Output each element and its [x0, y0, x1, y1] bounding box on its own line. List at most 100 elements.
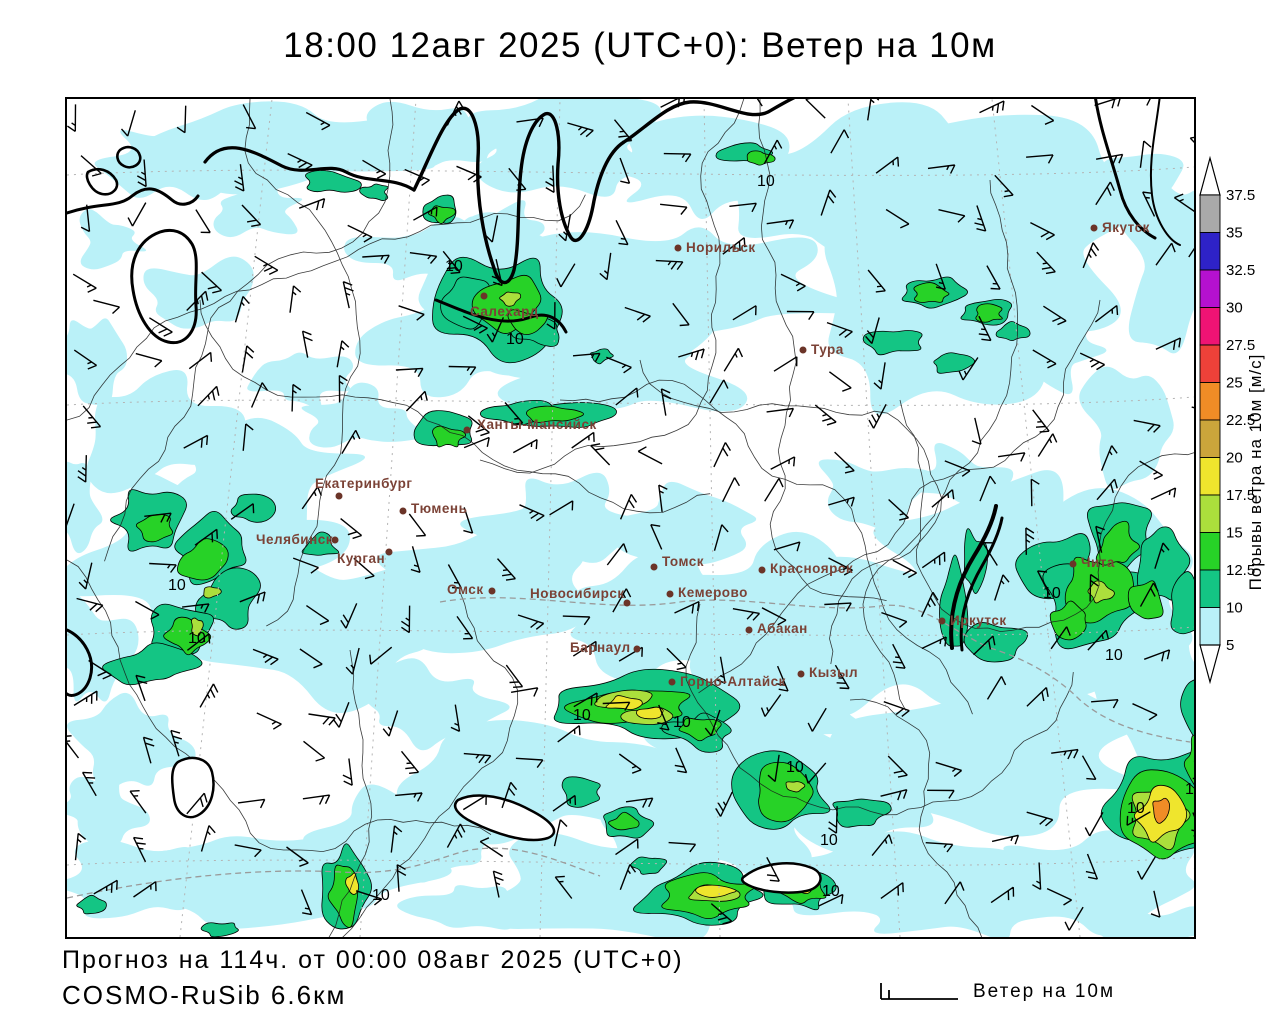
colorbar-cell	[1200, 420, 1220, 458]
colorbar-tick-label: 37.5	[1226, 187, 1255, 204]
wind-barb	[815, 405, 836, 425]
wind-barb	[1192, 407, 1194, 420]
wind-barb	[409, 514, 425, 536]
city-label: Иркутск	[950, 613, 1007, 628]
city-dot	[386, 549, 393, 556]
colorbar-axis-label: Порывы ветра на 10м [м/с]	[1246, 354, 1265, 591]
city-label: Ханты-Мансийск	[477, 417, 597, 432]
contour-label: 10	[786, 759, 804, 776]
wind-barb	[1190, 136, 1194, 157]
colorbar-cell	[1200, 195, 1220, 233]
colorbar-tick-label: 30	[1226, 300, 1243, 317]
wind-barb-icon	[878, 980, 963, 1004]
city-label: Тюмень	[411, 501, 467, 516]
gust-area-10-12-blob	[201, 923, 238, 937]
city-dot	[667, 591, 674, 598]
city-label: Барнаул	[570, 640, 631, 655]
wind-barb	[806, 99, 825, 118]
wind-barb	[511, 688, 538, 697]
wind-barb	[198, 386, 219, 405]
map-frame: 101010101010101010101010101010НорильскЯк…	[65, 97, 1196, 939]
colorbar-tick-label: 32.5	[1226, 262, 1255, 279]
colorbar-cell	[1200, 233, 1220, 271]
city-dot	[1091, 225, 1098, 232]
city-dot	[939, 618, 946, 625]
city-label: Омск	[447, 582, 484, 597]
wind-barb	[196, 210, 210, 233]
colorbar-tick-label: 20	[1226, 450, 1243, 467]
wind-barb	[774, 357, 797, 371]
gust-area-5-10-blob	[896, 443, 1013, 510]
wind-barb	[299, 199, 324, 210]
wind-barb	[343, 759, 352, 786]
wind-barb	[303, 795, 330, 804]
contour-label: 10	[573, 707, 591, 724]
contour-label: 10	[757, 173, 775, 190]
city-dot	[489, 588, 496, 595]
colorbar-cell	[1200, 270, 1220, 308]
weather-map-page: 18:00 12авг 2025 (UTC+0): Ветер на 10м 1…	[0, 0, 1280, 1024]
city-label: Курган	[337, 551, 385, 566]
wind-barb	[765, 478, 783, 501]
wind-barb	[309, 714, 336, 725]
city-dot	[651, 564, 658, 571]
city-dot	[746, 627, 753, 634]
wind-barb	[660, 204, 687, 214]
wind-barb	[136, 354, 162, 367]
wind-legend-label: Ветер на 10м	[973, 981, 1115, 1004]
colorbar-tick-label: 5	[1226, 637, 1234, 654]
city-label: Томск	[662, 554, 704, 569]
city-label: Кемерово	[678, 585, 748, 600]
wind-barb	[714, 443, 731, 467]
city-label: Новосибирск	[530, 586, 625, 601]
wind-barb	[638, 447, 662, 464]
colorbar-tick-label: 15	[1226, 525, 1243, 542]
colorbar-cell	[1200, 458, 1220, 496]
contour-label: 10	[820, 832, 838, 849]
wind-barb	[189, 352, 211, 368]
city-dot	[759, 567, 766, 574]
wind-barb	[242, 346, 253, 373]
city-label: Екатеринбург	[315, 476, 412, 491]
colorbar: 37.53532.53027.52522.52017.51512.5105Пор…	[1198, 150, 1280, 750]
wind-barb	[343, 282, 353, 308]
wind-barb	[67, 104, 75, 131]
colorbar-arrow-top	[1200, 158, 1220, 195]
colorbar-cell	[1200, 495, 1220, 533]
wind-barb	[980, 101, 1004, 113]
wind-barb	[998, 453, 1025, 462]
city-dot	[675, 245, 682, 252]
gust-area-5-10-blob	[67, 777, 150, 848]
wind-barb	[724, 348, 742, 371]
wind-barb	[829, 372, 851, 391]
city-dot	[400, 508, 407, 515]
wind-barb	[128, 203, 146, 227]
colorbar-tick-label: 25	[1226, 375, 1243, 392]
contour-label: 10	[673, 714, 691, 731]
city-dot	[336, 493, 343, 500]
gust-area-5-10-blob	[605, 482, 756, 565]
colorbar-cell	[1200, 383, 1220, 421]
colorbar-arrow-bottom	[1200, 645, 1220, 682]
city-label: Горно-Алтайск	[680, 674, 786, 689]
wind-barb	[255, 256, 278, 274]
city-dot	[634, 646, 641, 653]
city-label: Кызыл	[809, 665, 858, 680]
gust-area-5-10-blob	[80, 209, 147, 269]
wind-barb	[1151, 488, 1176, 499]
wind-barb	[506, 665, 522, 687]
city-label: Тура	[811, 342, 844, 357]
wind-barb	[200, 684, 218, 708]
colorbar-cell	[1200, 608, 1220, 646]
contour-label: 10	[1185, 781, 1194, 798]
wind-barb	[290, 286, 301, 313]
city-dot	[669, 679, 676, 686]
page-title: 18:00 12авг 2025 (UTC+0): Ветер на 10м	[0, 26, 1280, 66]
wind-barb	[93, 300, 119, 313]
wind-barb	[402, 751, 419, 773]
wind-barb	[238, 799, 265, 808]
colorbar-tick-label: 27.5	[1226, 337, 1255, 354]
wind-barb	[257, 713, 282, 729]
city-label: Челябинск	[256, 532, 333, 547]
wind-barb	[304, 741, 325, 761]
